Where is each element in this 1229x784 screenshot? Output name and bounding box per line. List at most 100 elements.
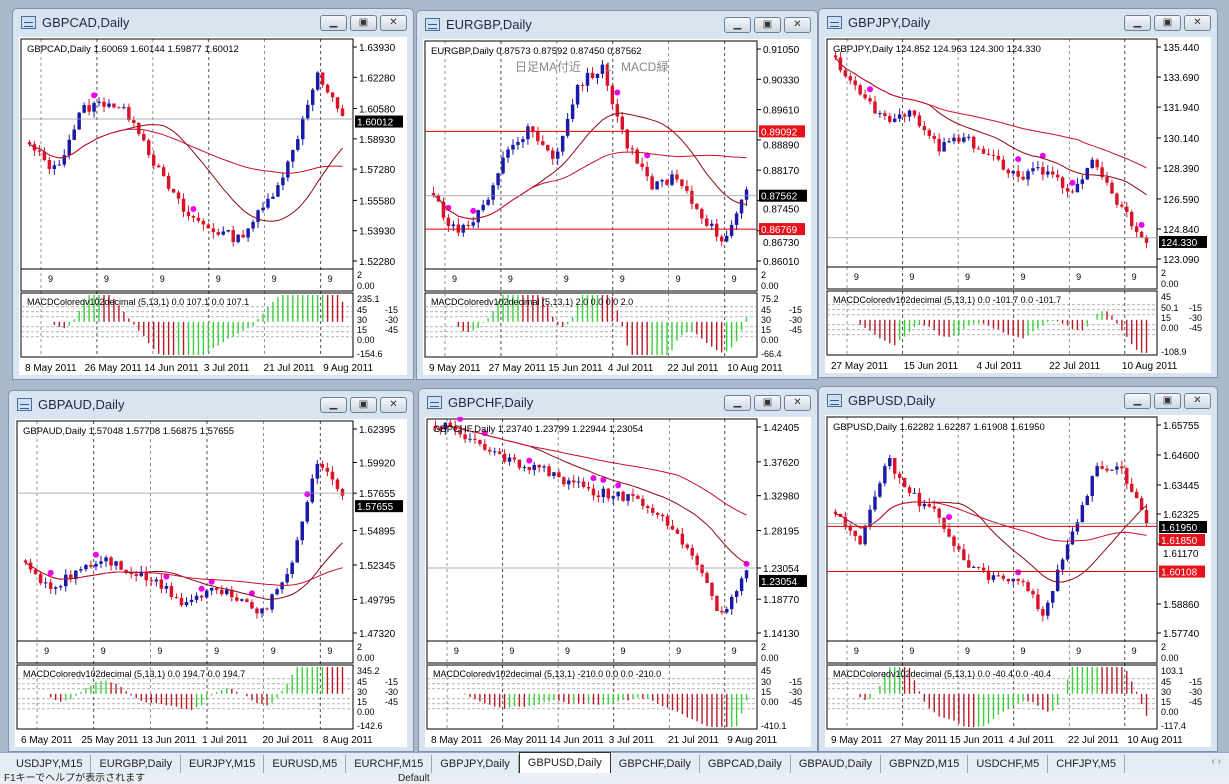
chart-area[interactable]: 9 9 9 9 9 9 1.65755 1.64600 1.63445 1.62325 1.6195… [825,415,1211,747]
close-button[interactable]: ✕ [380,15,407,31]
chart-window[interactable]: GBPJPY,Daily ▁ ▣ ✕ 9 9 9 9 9 9 135.440 133.690 1… [818,8,1218,378]
minimize-button[interactable]: ▁ [1124,15,1151,31]
candle-body [937,138,941,152]
chart-tab[interactable]: EURGBP,Daily [91,755,181,773]
price-axis-label: 1.62325 [1163,510,1200,521]
candle-body [142,134,146,141]
chart-tab[interactable]: GBPAUD,Daily [791,755,882,773]
window-title-bar[interactable]: GBPAUD,Daily ▁ ▣ ✕ [9,391,413,419]
minimize-button[interactable]: ▁ [724,395,751,411]
close-button[interactable]: ✕ [1184,15,1211,31]
restore-button[interactable]: ▣ [350,397,377,413]
candle-body [595,73,600,79]
candle-body [1110,182,1114,194]
candle-body [912,110,917,116]
candle-body [1001,575,1006,579]
minimize-button[interactable]: ▁ [724,17,751,33]
candle-body [734,591,739,597]
chart-tab[interactable]: GBPJPY,Daily [432,755,519,773]
close-button[interactable]: ✕ [784,17,811,33]
close-button[interactable]: ✕ [1184,393,1211,409]
tab-scroll-arrows-icon[interactable]: ‹ › [1211,756,1221,767]
chart-window[interactable]: GBPAUD,Daily ▁ ▣ ✕ 9 9 9 9 9 9 1.62395 1.59920 1… [8,390,414,752]
chart-window[interactable]: GBPCAD,Daily ▁ ▣ ✕ 9 9 9 9 9 9 1.63930 1.62280 1… [12,8,414,380]
candle-body [225,589,229,595]
candle-body [502,453,507,462]
sub-marker-label: 9 [620,274,625,284]
macd-axis-label: 15 [357,325,367,335]
level-price-badge [759,125,805,138]
chart-tab[interactable]: CHFJPY,M5 [1048,755,1125,773]
window-title-bar[interactable]: GBPCHF,Daily ▁ ▣ ✕ [419,389,817,417]
candle-body [72,129,76,140]
chart-ohlc-header: GBPAUD,Daily 1.57048 1.57708 1.56875 1.5… [23,426,234,437]
minimize-button[interactable]: ▁ [320,397,347,413]
minimize-icon: ▁ [733,19,742,30]
candle-body [1080,179,1085,184]
candle-body [38,574,43,584]
candle-body [506,149,510,158]
candle-body [94,563,98,567]
sub-axis-label: 2 [761,270,766,280]
candle-body [119,561,123,570]
chart-tab[interactable]: GBPUSD,Daily [518,752,611,773]
chart-area[interactable]: 9 9 9 9 9 9 0.91050 0.90330 0.89610 0.89092 0.8889… [423,39,811,375]
candle-body [868,509,872,527]
minimize-button[interactable]: ▁ [1124,393,1151,409]
candle-body [156,165,161,168]
close-button[interactable]: ✕ [380,397,407,413]
chart-area[interactable]: 9 9 9 9 9 9 135.440 133.690 131.940 130.140 128.39… [825,37,1211,373]
chart-tab[interactable]: EURJPY,M15 [181,755,265,773]
level-price-label: 0.86769 [761,225,798,236]
restore-button[interactable]: ▣ [1154,15,1181,31]
window-title-bar[interactable]: GBPJPY,Daily ▁ ▣ ✕ [819,9,1217,37]
sub-marker-label: 9 [1021,646,1026,656]
candle-body [194,595,199,600]
window-title-bar[interactable]: GBPUSD,Daily ▁ ▣ ✕ [819,387,1217,415]
chart-tab[interactable]: EURCHF,M15 [346,755,433,773]
candle-body [1134,226,1139,232]
candle-body [516,141,520,145]
candle-body [670,525,675,530]
chart-area[interactable]: 9 9 9 9 9 9 1.63930 1.62280 1.60580 1.60012 1.5893… [19,37,407,375]
chart-tab[interactable]: EURUSD,M5 [264,755,347,773]
candle-body [917,115,922,127]
signal-dot [1039,152,1046,159]
window-title-bar[interactable]: EURGBP,Daily ▁ ▣ ✕ [417,11,817,39]
chart-tab[interactable]: GBPNZD,M15 [881,755,969,773]
window-title: GBPUSD,Daily [848,393,936,408]
restore-button[interactable]: ▣ [1154,393,1181,409]
chart-tab[interactable]: GBPCHF,Daily [611,755,700,773]
chart-area[interactable]: 9 9 9 9 9 9 1.42405 1.37620 1.32980 1.28195 1.2305… [425,417,811,747]
chart-area[interactable]: 9 9 9 9 9 9 1.62395 1.59920 1.57655 1.57655 1.5489… [15,419,407,747]
candle-body [281,177,285,186]
window-title-bar[interactable]: GBPCAD,Daily ▁ ▣ ✕ [13,9,413,37]
close-icon: ✕ [1193,395,1202,406]
candle-body [255,608,259,614]
restore-button[interactable]: ▣ [754,17,781,33]
chart-window[interactable]: GBPCHF,Daily ▁ ▣ ✕ 9 9 9 9 9 9 1.42405 1.37620 1… [418,388,818,752]
close-button[interactable]: ✕ [784,395,811,411]
macd-axis-label: -30 [1189,687,1202,697]
candle-body [496,173,500,186]
chart-tab[interactable]: USDCHF,M5 [968,755,1049,773]
minimize-button[interactable]: ▁ [320,15,347,31]
date-axis-label: 13 Jun 2011 [142,735,197,746]
restore-button[interactable]: ▣ [350,15,377,31]
chart-window[interactable]: GBPUSD,Daily ▁ ▣ ✕ 9 9 9 9 9 9 1.65755 1.64600 1… [818,386,1218,752]
candle-body [1055,569,1060,591]
restore-button[interactable]: ▣ [754,395,781,411]
sub-marker-label: 9 [1076,272,1081,282]
chart-tab[interactable]: GBPCAD,Daily [700,755,791,773]
candle-body [729,224,734,236]
candle-body [204,590,209,598]
chart-tab[interactable]: USDJPY,M15 [8,755,92,773]
candle-body [1060,559,1065,570]
candle-body [660,514,665,517]
chart-window[interactable]: EURGBP,Daily ▁ ▣ ✕ 9 9 9 9 9 9 0.91050 0.90330 0… [416,10,818,380]
sub-indicator-pane [826,266,1158,290]
candle-body [488,449,492,452]
candle-body [581,481,586,487]
candle-body [962,549,966,561]
sub-axis-label: 0.00 [357,653,375,663]
